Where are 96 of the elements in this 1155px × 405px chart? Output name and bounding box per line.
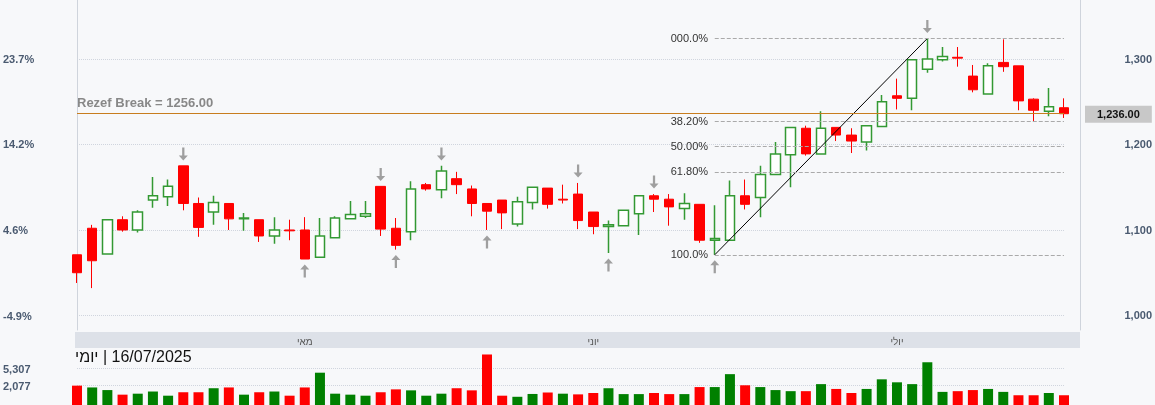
annotation: 38.20% [670, 114, 709, 127]
annotation: Rezef Break = 1256.00 [77, 94, 214, 110]
candlestick [421, 182, 431, 192]
candlestick [694, 203, 705, 244]
candlestick [892, 78, 902, 110]
candlestick [740, 179, 750, 210]
x-tick-label: יולי [890, 335, 904, 347]
candlestick [359, 200, 372, 219]
candlestick [72, 254, 82, 284]
candlestick [224, 202, 234, 231]
candlestick [314, 217, 326, 259]
candlestick [678, 192, 691, 221]
candlestick [968, 64, 978, 93]
candlestick [1013, 65, 1024, 111]
candlestick [936, 46, 949, 63]
candlestick [860, 124, 873, 152]
candlestick [633, 195, 645, 236]
y-tick-label: 2,077 [3, 379, 31, 392]
candlestick [435, 165, 448, 200]
candlestick [117, 215, 128, 233]
point [573, 164, 583, 178]
candlestick [329, 215, 341, 239]
chart-title: 16/07/2025 | יומי [75, 348, 192, 366]
candlestick [602, 219, 615, 254]
candlestick [207, 195, 220, 226]
candlestick [815, 110, 827, 155]
candlestick [709, 204, 721, 256]
candlestick [921, 37, 934, 74]
candlestick [952, 46, 963, 68]
y-tick-label: 1,300 [1124, 52, 1152, 65]
candlestick [375, 185, 386, 237]
annotation: 61.80% [670, 165, 709, 178]
point [922, 20, 932, 33]
candlestick [754, 165, 767, 218]
candlestick [451, 171, 462, 195]
candlestick [511, 195, 524, 228]
candlestick [846, 127, 857, 154]
candlestick [784, 126, 797, 188]
x-tick-label: יוני [587, 335, 600, 347]
candlestick [405, 180, 417, 241]
candlestick [1043, 87, 1055, 118]
y2-tick-label: 4.6% [3, 224, 29, 237]
candlestick [1059, 97, 1069, 119]
candlestick [101, 218, 114, 255]
candlestick [664, 193, 674, 227]
point [482, 235, 492, 249]
candlestick [391, 217, 401, 251]
point [603, 258, 613, 272]
y2-tick-label: -4.9% [3, 309, 32, 322]
candlestick [254, 219, 264, 243]
candlestick [558, 184, 568, 204]
point [436, 147, 446, 161]
point [391, 255, 401, 269]
annotation: 100.0% [670, 248, 709, 261]
candlestick [300, 216, 310, 260]
y2-tick-label: 14.2% [3, 138, 35, 151]
y-tick-label: 1,200 [1124, 138, 1152, 151]
point [710, 260, 720, 274]
candlestick [193, 196, 204, 238]
candlestick [147, 176, 159, 209]
candlestick [801, 125, 811, 157]
candlestick [769, 141, 782, 176]
candlestick [268, 216, 281, 245]
y2-tick-label: 23.7% [3, 53, 35, 66]
candlestick [573, 182, 583, 230]
x-tick-label: מאי [296, 335, 313, 347]
candlestick [238, 212, 250, 232]
candlestick [482, 202, 492, 231]
text: 1,236.00 [1097, 108, 1140, 121]
candlestick [162, 178, 174, 207]
candlestick [617, 209, 630, 227]
candlestick [87, 224, 97, 289]
point [376, 167, 386, 181]
candlestick [649, 193, 659, 213]
annotation: 50.00% [670, 139, 709, 152]
candlestick [724, 179, 736, 241]
candlestick [497, 199, 507, 230]
point [300, 264, 310, 278]
annotation: 000.0% [670, 31, 709, 44]
y-tick-label: 5,307 [3, 362, 31, 375]
candlestick [998, 38, 1009, 73]
candlestick [588, 211, 599, 235]
y-tick-label: 1,100 [1124, 223, 1152, 236]
point [178, 147, 188, 161]
candlestick [542, 187, 553, 210]
point [649, 175, 659, 189]
candlestick [982, 62, 994, 95]
candlestick [526, 186, 539, 211]
candlestick [284, 219, 295, 241]
candlestick [344, 200, 357, 220]
candlestick [1028, 97, 1039, 122]
candlestick [467, 185, 477, 217]
candlestick [178, 165, 189, 211]
candlestick [131, 209, 144, 234]
candlestick [906, 59, 918, 112]
y-tick-label: 1,000 [1124, 309, 1152, 322]
